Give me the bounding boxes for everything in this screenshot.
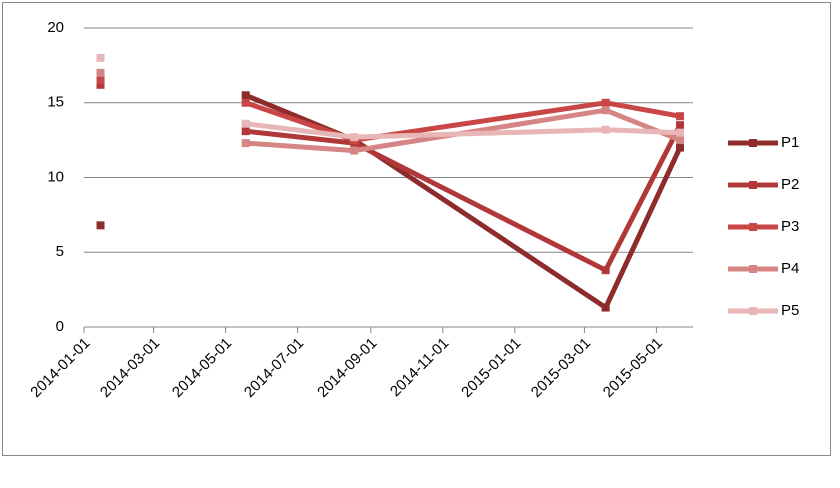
marker: [241, 98, 250, 107]
series-line: [245, 124, 683, 273]
marker: [96, 76, 105, 85]
marker: [350, 146, 359, 155]
legend-marker: [749, 139, 757, 147]
legend-label: P4: [781, 260, 799, 277]
marker: [241, 119, 250, 128]
y-tick-label: 10: [47, 168, 64, 185]
legend-marker: [749, 181, 757, 189]
series-line: [245, 107, 681, 154]
marker: [601, 106, 610, 115]
y-tick-label: 0: [56, 318, 64, 335]
marker: [241, 91, 250, 100]
marker: [601, 125, 610, 134]
marker: [601, 266, 610, 275]
marker: [601, 98, 610, 107]
marker: [96, 221, 105, 230]
legend-marker: [749, 265, 757, 273]
legend-label: P3: [781, 218, 799, 235]
legend-label: P1: [781, 134, 799, 151]
legend-marker: [749, 307, 757, 315]
marker: [676, 143, 685, 152]
marker: [676, 128, 685, 137]
y-tick-label: 20: [47, 19, 64, 36]
legend-label: P5: [781, 302, 799, 319]
marker: [601, 303, 610, 312]
legend-label: P2: [781, 176, 799, 193]
series-line: [244, 100, 681, 143]
marker: [676, 121, 685, 130]
chart-border: [2, 2, 831, 456]
series-line: [244, 92, 683, 311]
marker: [241, 139, 250, 148]
marker: [96, 53, 105, 62]
marker: [676, 136, 685, 145]
legend-marker: [749, 223, 757, 231]
y-tick-label: 15: [47, 94, 64, 111]
series-line: [245, 121, 681, 140]
y-tick-label: 5: [56, 243, 64, 260]
marker: [241, 127, 250, 136]
marker: [96, 68, 105, 77]
marker: [350, 133, 359, 142]
marker: [96, 80, 105, 89]
marker: [676, 112, 685, 121]
